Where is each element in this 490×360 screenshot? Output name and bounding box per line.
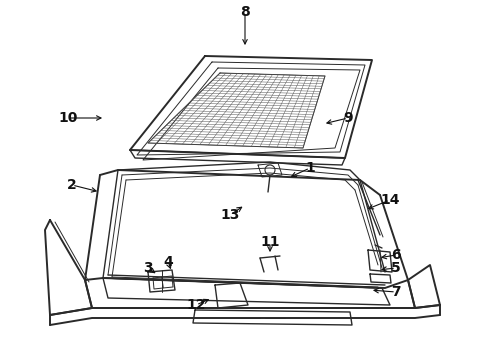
Text: 2: 2 [67, 178, 77, 192]
Text: 9: 9 [343, 111, 353, 125]
Text: 14: 14 [380, 193, 400, 207]
Text: 5: 5 [391, 261, 401, 275]
Text: 4: 4 [163, 255, 173, 269]
Text: 10: 10 [58, 111, 78, 125]
Text: 3: 3 [143, 261, 153, 275]
Text: 8: 8 [240, 5, 250, 19]
Text: 6: 6 [391, 248, 401, 262]
Text: 13: 13 [220, 208, 240, 222]
Text: 12: 12 [186, 298, 206, 312]
Text: 7: 7 [391, 285, 401, 299]
Text: 11: 11 [260, 235, 280, 249]
Text: 1: 1 [305, 161, 315, 175]
